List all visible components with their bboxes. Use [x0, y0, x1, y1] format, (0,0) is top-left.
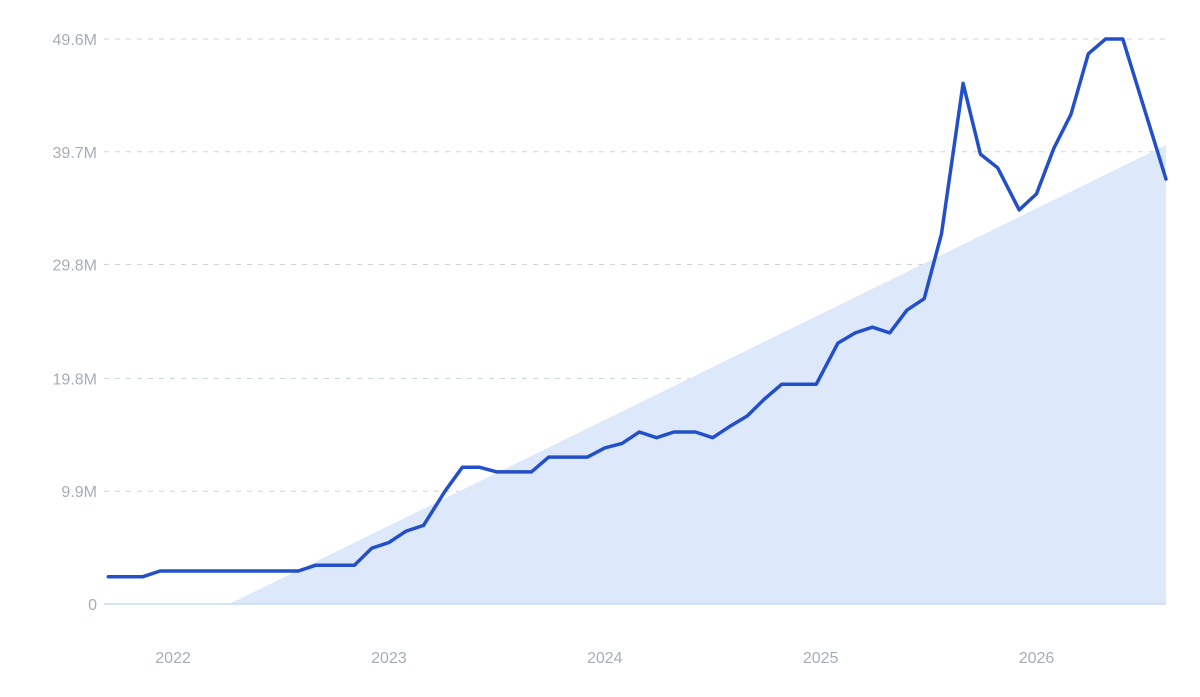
y-tick-label: 39.7M: [53, 145, 97, 162]
y-tick-label: 49.6M: [53, 32, 97, 49]
x-axis-ticks: 2022 2023 2024 2025 2026: [155, 650, 1054, 667]
y-tick-label: 29.8M: [53, 258, 97, 275]
trend-area-layer: [104, 144, 1166, 605]
trend-area: [229, 144, 1166, 604]
y-tick-label: 19.8M: [53, 371, 97, 388]
x-tick-label: 2024: [587, 650, 623, 667]
y-tick-label: 9.9M: [61, 484, 97, 501]
x-tick-label: 2023: [371, 650, 407, 667]
x-tick-label: 2022: [155, 650, 191, 667]
x-tick-label: 2026: [1019, 650, 1055, 667]
y-axis-ticks: 0 9.9M 19.8M 29.8M 39.7M 49.6M: [53, 32, 98, 614]
y-tick-label: 0: [88, 597, 97, 614]
series-line: [106, 37, 1168, 579]
series-line-layer: [106, 37, 1168, 579]
x-tick-label: 2025: [803, 650, 839, 667]
